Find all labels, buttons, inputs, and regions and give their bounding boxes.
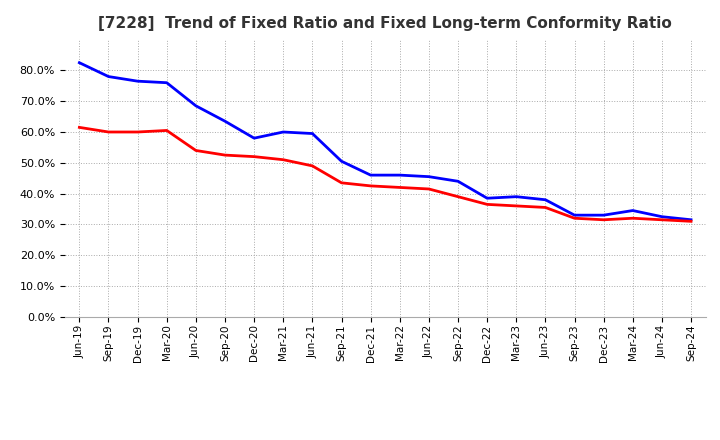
Fixed Long-term Conformity Ratio <box>250 154 258 159</box>
Fixed Ratio <box>570 213 579 218</box>
Fixed Long-term Conformity Ratio <box>75 125 84 130</box>
Fixed Long-term Conformity Ratio <box>541 205 550 210</box>
Fixed Ratio <box>541 197 550 202</box>
Fixed Ratio <box>75 60 84 65</box>
Fixed Long-term Conformity Ratio <box>687 219 696 224</box>
Title: [7228]  Trend of Fixed Ratio and Fixed Long-term Conformity Ratio: [7228] Trend of Fixed Ratio and Fixed Lo… <box>99 16 672 32</box>
Fixed Ratio <box>512 194 521 199</box>
Fixed Long-term Conformity Ratio <box>192 148 200 153</box>
Fixed Long-term Conformity Ratio <box>395 185 404 190</box>
Fixed Long-term Conformity Ratio <box>570 216 579 221</box>
Fixed Long-term Conformity Ratio <box>337 180 346 185</box>
Fixed Ratio <box>687 217 696 222</box>
Fixed Long-term Conformity Ratio <box>512 203 521 209</box>
Fixed Ratio <box>250 136 258 141</box>
Fixed Ratio <box>599 213 608 218</box>
Fixed Ratio <box>279 129 287 135</box>
Fixed Ratio <box>454 179 462 184</box>
Fixed Ratio <box>629 208 637 213</box>
Fixed Ratio <box>425 174 433 180</box>
Fixed Long-term Conformity Ratio <box>454 194 462 199</box>
Fixed Ratio <box>104 74 113 79</box>
Fixed Long-term Conformity Ratio <box>163 128 171 133</box>
Fixed Ratio <box>192 103 200 108</box>
Fixed Long-term Conformity Ratio <box>657 217 666 222</box>
Fixed Long-term Conformity Ratio <box>220 152 229 158</box>
Line: Fixed Long-term Conformity Ratio: Fixed Long-term Conformity Ratio <box>79 127 691 221</box>
Fixed Ratio <box>220 118 229 124</box>
Fixed Long-term Conformity Ratio <box>425 187 433 192</box>
Fixed Ratio <box>483 195 492 201</box>
Fixed Ratio <box>395 172 404 178</box>
Fixed Long-term Conformity Ratio <box>133 129 142 135</box>
Fixed Ratio <box>163 80 171 85</box>
Fixed Long-term Conformity Ratio <box>629 216 637 221</box>
Fixed Ratio <box>657 214 666 219</box>
Fixed Ratio <box>133 78 142 84</box>
Fixed Long-term Conformity Ratio <box>483 202 492 207</box>
Fixed Long-term Conformity Ratio <box>279 157 287 162</box>
Fixed Ratio <box>308 131 317 136</box>
Line: Fixed Ratio: Fixed Ratio <box>79 62 691 220</box>
Fixed Ratio <box>366 172 375 178</box>
Fixed Long-term Conformity Ratio <box>104 129 113 135</box>
Fixed Long-term Conformity Ratio <box>599 217 608 222</box>
Fixed Long-term Conformity Ratio <box>308 163 317 169</box>
Fixed Long-term Conformity Ratio <box>366 183 375 188</box>
Fixed Ratio <box>337 158 346 164</box>
